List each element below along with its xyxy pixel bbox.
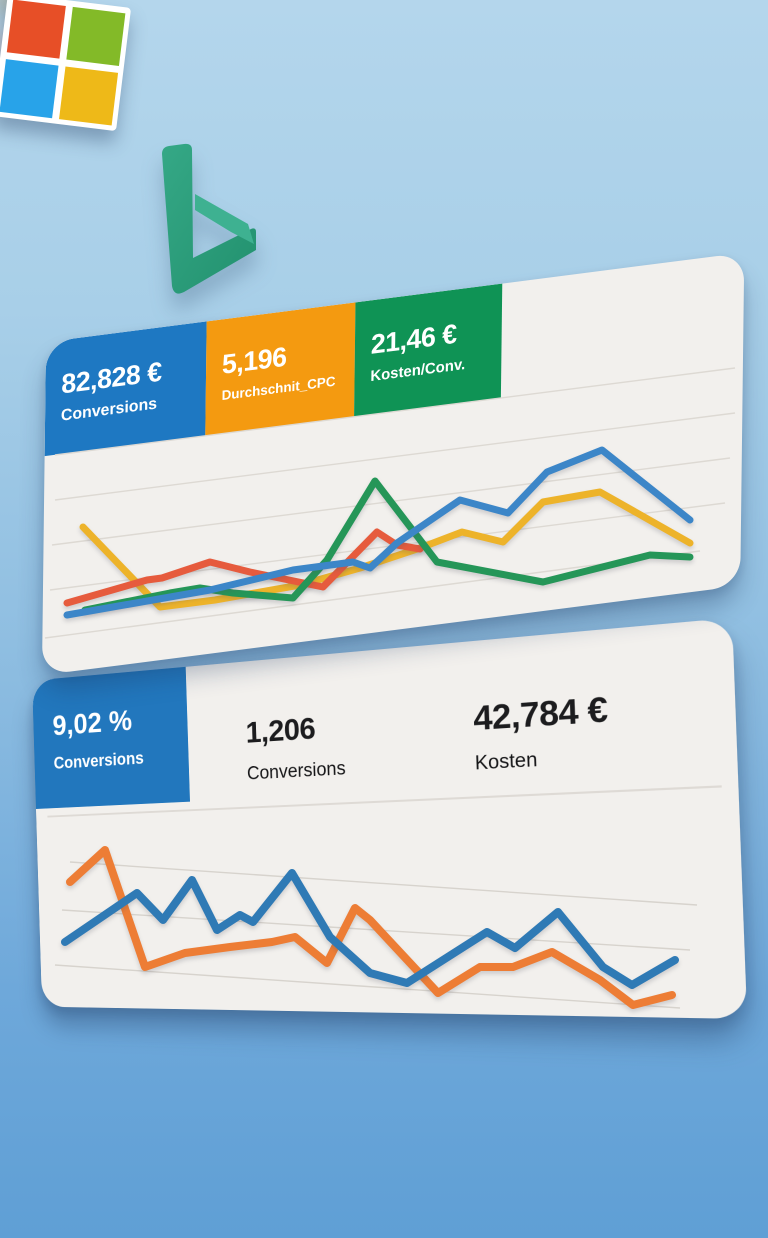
conversions-stat: 1,206 Conversions	[245, 709, 346, 786]
bing-logo	[148, 142, 266, 298]
kosten-stat: 42,784 € Kosten	[473, 689, 610, 775]
marketing-graphic: { "background": {"top_color": "#b4d6ec",…	[0, 0, 768, 1238]
bing-logo-stem-hook	[162, 144, 256, 294]
conversions-value: 1,206	[245, 709, 345, 751]
conversions-label: Conversions	[247, 758, 346, 785]
microsoft-logo	[0, 0, 131, 131]
microsoft-logo-square-4	[59, 66, 118, 125]
conversion-rate-value: 9,02 %	[52, 700, 177, 743]
kosten-conv-badge: 21,46 € Kosten/Conv.	[354, 284, 502, 417]
cpc-badge: 5,196 Durchschnit_CPC	[205, 302, 355, 435]
kosten-label: Kosten	[475, 745, 610, 775]
microsoft-logo-square-3	[0, 59, 58, 118]
microsoft-logo-square-2	[66, 6, 125, 65]
bing-logo-wing	[195, 194, 254, 244]
stats-card-top: 82,828 € Conversions 5,196 Durchschnit_C…	[42, 253, 744, 676]
conversions-badge: 82,828 € Conversions	[45, 321, 207, 456]
kosten-value: 42,784 €	[473, 689, 608, 738]
microsoft-logo-square-1	[6, 0, 65, 58]
conversion-rate-label: Conversions	[53, 746, 178, 773]
stats-card-bottom: 9,02 % Conversions 1,206 Conversions 42,…	[32, 618, 747, 1019]
conversion-rate-badge: 9,02 % Conversions	[32, 667, 190, 809]
